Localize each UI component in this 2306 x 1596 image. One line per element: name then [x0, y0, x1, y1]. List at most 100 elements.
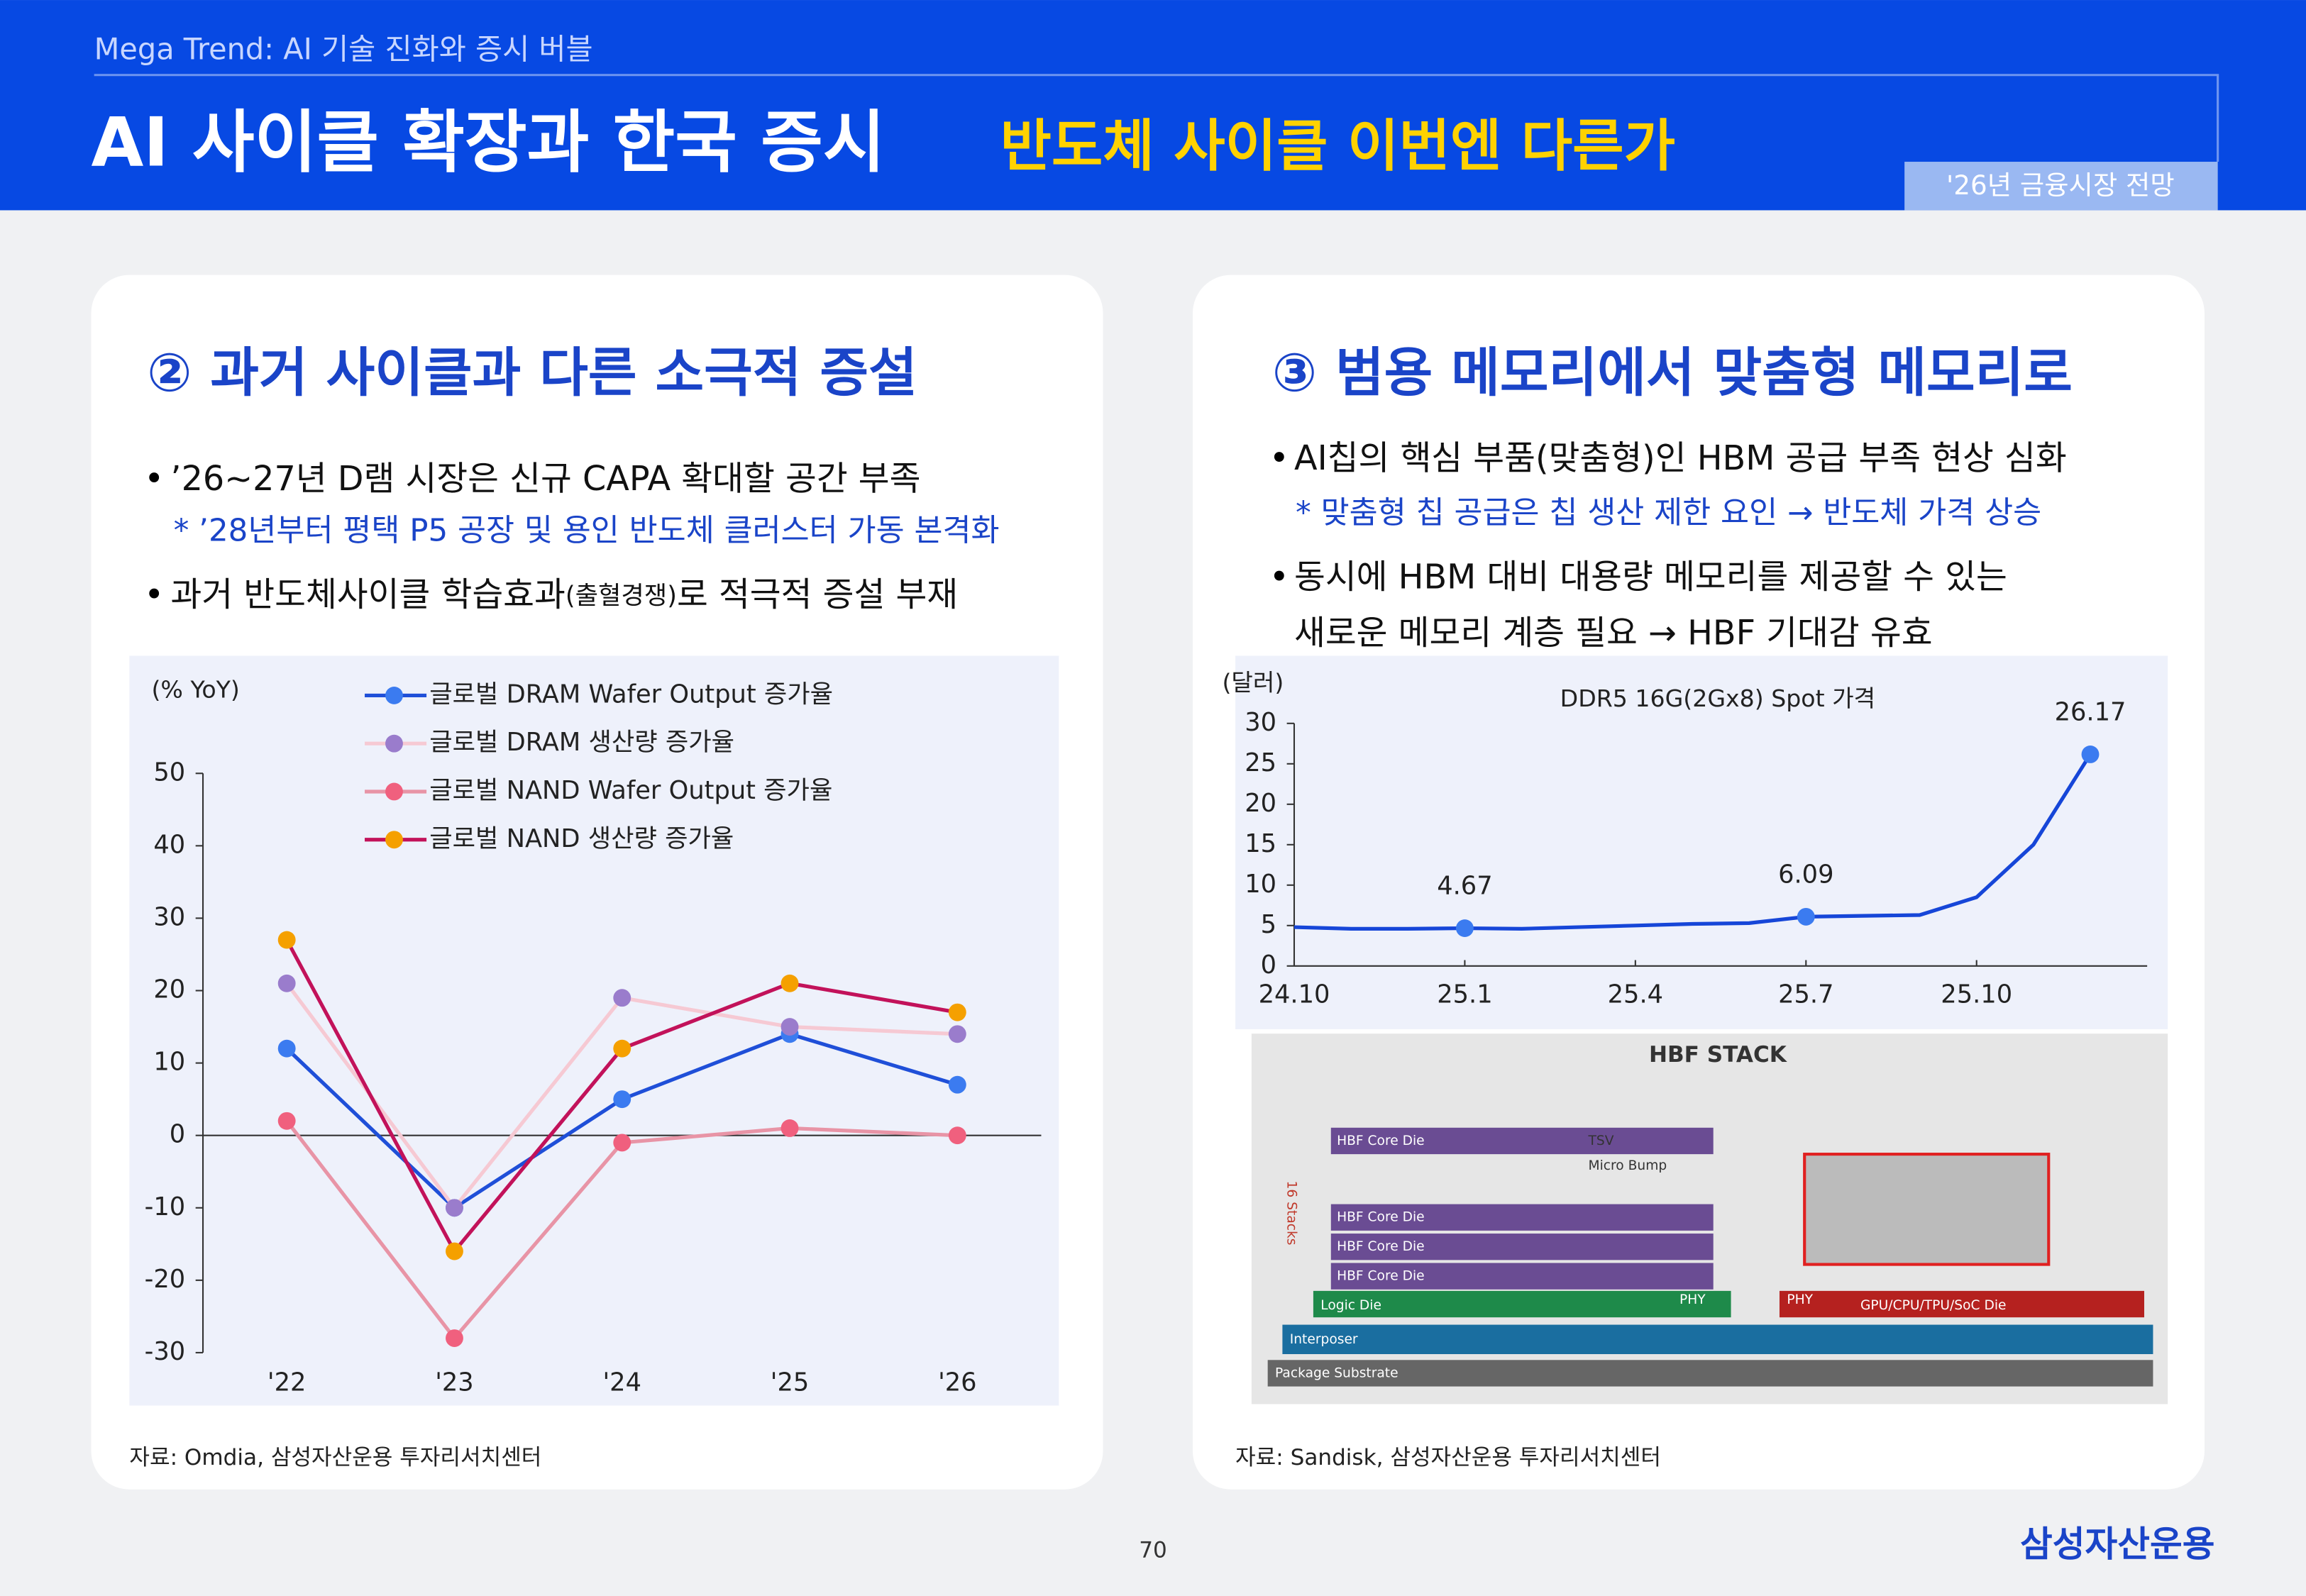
x-tick-label: '22 — [267, 1368, 307, 1397]
x-tick-label: 24.10 — [1259, 980, 1330, 1009]
y-tick-label: 25 — [1245, 748, 1276, 777]
point — [2081, 746, 2100, 763]
tag: '26년 금융시장 전망 — [1946, 170, 2175, 201]
x-tick-label: '26 — [938, 1368, 977, 1397]
bullet-text: ’26~27년 D램 시장은 신규 CAPA 확대할 공간 부족 — [170, 460, 920, 499]
point — [780, 1119, 799, 1137]
point — [613, 1039, 631, 1058]
legend-marker — [385, 831, 403, 849]
point — [948, 1025, 966, 1043]
die-label: PHY — [1787, 1292, 1813, 1307]
header-title: AI 사이클 확장과 한국 증시 — [92, 104, 886, 182]
tag-box — [1904, 162, 2218, 211]
source: 자료: Sandisk, 삼성자산운용 투자리서치센터 — [1235, 1445, 1661, 1470]
y-tick-label: 20 — [1245, 789, 1276, 818]
label: 16 Stacks — [1284, 1181, 1298, 1246]
data-label: 4.67 — [1437, 872, 1492, 901]
y-tick-label: 10 — [1245, 870, 1276, 899]
y-axis-label: (% YoY) — [152, 676, 240, 704]
bullet: • — [1269, 558, 1289, 597]
die — [1330, 1234, 1714, 1260]
x-tick-label: 25.1 — [1437, 980, 1492, 1009]
panel-heading: ② 과거 사이클과 다른 소극적 증설 — [147, 342, 917, 404]
diagram-title: HBF STACK — [1649, 1042, 1788, 1068]
layer-label: Interposer — [1290, 1332, 1358, 1347]
point — [613, 1090, 631, 1109]
y-tick-label: 5 — [1261, 910, 1276, 939]
point — [613, 1134, 631, 1152]
y-tick-label: 50 — [153, 758, 185, 787]
bullet-text: 동시에 HBM 대비 대용량 메모리를 제공할 수 있는 — [1294, 558, 2007, 597]
panel-heading: ③ 범용 메모리에서 맞춤형 메모리로 — [1272, 342, 2073, 404]
point — [446, 1199, 463, 1217]
die-label: HBF Core Die — [1337, 1239, 1425, 1254]
y-tick-label: 20 — [153, 975, 185, 1004]
die-label: Logic Die — [1320, 1298, 1381, 1313]
die — [1330, 1263, 1714, 1290]
substrate — [1267, 1360, 2153, 1387]
data-label: 26.17 — [2055, 697, 2126, 726]
logic-die — [1313, 1290, 1731, 1318]
die-label: HBF Core Die — [1337, 1134, 1425, 1148]
bullet-text: AI칩의 핵심 부품(맞춤형)인 HBM 공급 부족 현상 심화 — [1294, 439, 2067, 478]
y-tick-label: 30 — [1245, 708, 1276, 737]
y-tick-label: 0 — [1261, 951, 1276, 980]
layer-label: Package Substrate — [1275, 1365, 1399, 1380]
y-tick-label: -20 — [145, 1265, 186, 1294]
zoom-box — [1803, 1153, 2051, 1266]
series-line — [1293, 753, 2092, 931]
point — [277, 974, 296, 992]
y-tick-label: 15 — [1245, 829, 1276, 858]
point — [277, 1112, 296, 1130]
point — [780, 974, 799, 992]
legend-label: 글로벌 DRAM 생산량 증가율 — [429, 728, 734, 757]
die — [1330, 1127, 1714, 1155]
x-tick-label: 25.10 — [1941, 980, 2012, 1009]
label: TSV — [1588, 1134, 1614, 1148]
bullet-text: 과거 반도체사이클 학습효과(출혈경쟁)로 적극적 증설 부재 — [170, 576, 958, 615]
point — [446, 1242, 463, 1260]
y-tick-label: -10 — [145, 1192, 186, 1221]
soc-die — [1779, 1290, 2145, 1318]
legend-label: 글로벌 NAND 생산량 증가율 — [429, 824, 734, 853]
legend-marker — [385, 734, 403, 753]
data-label: 6.09 — [1778, 860, 1833, 889]
point — [277, 931, 296, 949]
y-tick-label: 40 — [153, 830, 185, 859]
logo: 삼성자산운용 — [2020, 1524, 2215, 1565]
text-part: (출혈경쟁) — [566, 582, 677, 611]
die-label: PHY — [1679, 1292, 1706, 1307]
page-number: 70 — [1139, 1538, 1167, 1563]
note: * 맞춤형 칩 공급은 칩 생산 제한 요인 → 반도체 가격 상승 — [1296, 495, 2041, 531]
point — [948, 1075, 966, 1094]
header-frame — [94, 74, 2219, 162]
x-tick-label: '25 — [771, 1368, 809, 1397]
legend-marker — [385, 782, 403, 801]
point — [613, 989, 631, 1007]
point — [1455, 919, 1474, 938]
chart-area — [1235, 655, 2168, 1029]
point — [948, 1126, 966, 1145]
header-subtitle: Mega Trend: AI 기술 진화와 증시 버블 — [94, 33, 593, 67]
bullet: • — [144, 460, 164, 499]
point — [277, 1039, 296, 1058]
text-part: 과거 반도체사이클 학습효과 — [170, 576, 565, 615]
y-tick-label: -30 — [145, 1337, 186, 1366]
point — [1797, 907, 1815, 926]
interposer — [1282, 1324, 2153, 1355]
text-part: 로 적극적 증설 부재 — [677, 576, 958, 615]
die — [1330, 1204, 1714, 1231]
y-tick-label: 0 — [170, 1120, 185, 1149]
label: Micro Bump — [1589, 1158, 1667, 1173]
chart-title: DDR5 16G(2Gx8) Spot 가격 — [1560, 685, 1875, 712]
note: * ’28년부터 평택 P5 공장 및 용인 반도체 클러스터 가동 본격화 — [174, 513, 1000, 548]
point — [446, 1329, 463, 1347]
legend-label: 글로벌 NAND Wafer Output 증가율 — [429, 776, 832, 805]
x-tick-label: 25.4 — [1608, 980, 1663, 1009]
y-tick-label: 30 — [153, 902, 185, 931]
hbf-diagram: HBF STACK HBF Core Die TSV Micro Bump HB… — [1251, 1033, 2168, 1404]
bullet-text: 새로운 메모리 계층 필요 → HBF 기대감 유효 — [1294, 614, 1933, 653]
die-label: HBF Core Die — [1337, 1269, 1425, 1284]
